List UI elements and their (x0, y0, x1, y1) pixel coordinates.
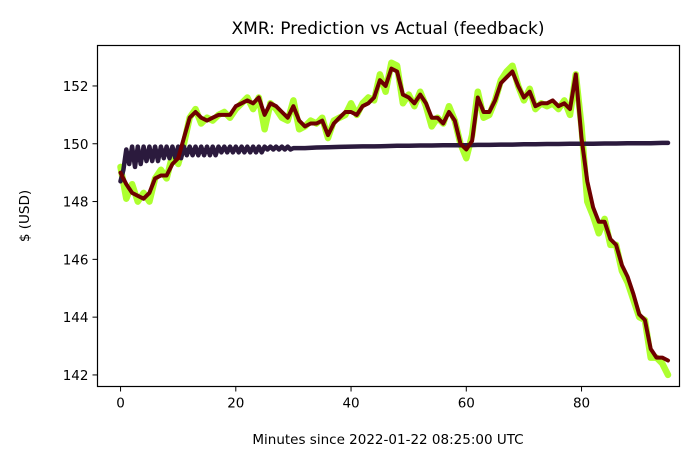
x-tick-label: 0 (116, 396, 125, 412)
y-tick-label: 142 (63, 368, 89, 384)
y-tick-label: 152 (63, 79, 89, 95)
x-tick-label: 40 (342, 396, 359, 412)
series-layer (117, 59, 672, 379)
y-tick-label: 144 (63, 310, 89, 326)
x-axis-label: Minutes since 2022-01-22 08:25:00 UTC (252, 432, 523, 448)
plot-frame (96, 44, 681, 388)
x-tick-label: 20 (227, 396, 244, 412)
y-tick-label: 150 (63, 137, 89, 153)
chart-title: XMR: Prediction vs Actual (feedback) (232, 19, 545, 39)
x-tick-label: 80 (573, 396, 590, 412)
y-axis-label: $ (USD) (17, 190, 33, 242)
series-line-actual (117, 59, 672, 379)
x-axis: 0 20 40 60 80 (116, 386, 590, 412)
series-line-feedback (118, 66, 670, 363)
x-tick-label: 60 (458, 396, 475, 412)
series-line-prediction (118, 140, 671, 184)
y-tick-label: 148 (63, 195, 89, 211)
y-axis: 142 144 146 148 150 152 (63, 79, 98, 384)
y-tick-label: 146 (63, 252, 89, 268)
